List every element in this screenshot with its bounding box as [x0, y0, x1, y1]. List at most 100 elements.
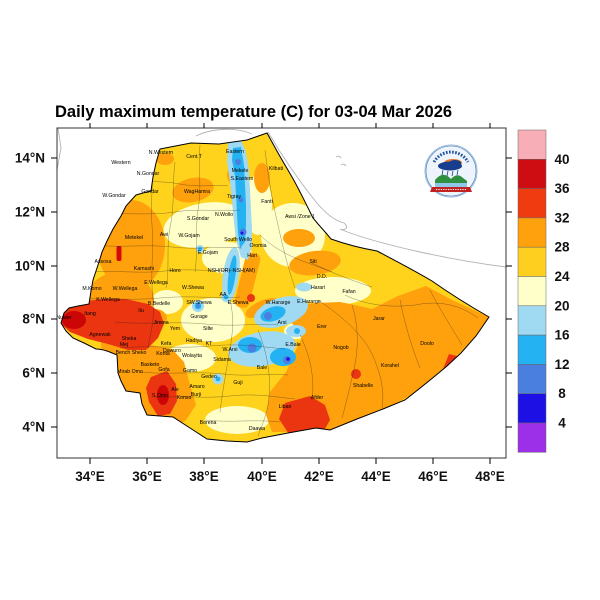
region-label: Oromia	[249, 243, 266, 249]
region-label: Fanti	[261, 199, 273, 205]
region-label: S.Gondar	[187, 216, 209, 222]
region-label: S.Eastern	[231, 176, 254, 182]
region-label: Silte	[203, 326, 213, 332]
x-axis-tick-label: 34°E	[75, 469, 104, 484]
region-label: Gofa	[158, 367, 169, 373]
region-label: B.Bedelle	[148, 301, 170, 307]
x-axis-tick-label: 46°E	[418, 469, 447, 484]
axes: 34°E 36°E 38°E 40°E 42°E 44°E 46°E 48°E 14°N 12°N…	[15, 123, 512, 484]
fill-36-40	[62, 246, 169, 405]
region-label: Dawuro	[163, 348, 181, 354]
region-label: E.Hararge	[297, 299, 321, 305]
region-label: Horo	[169, 268, 180, 274]
legend-value-label: 40	[554, 152, 569, 167]
region-label: Doolo	[420, 341, 434, 347]
region-label: Mej	[120, 342, 128, 348]
x-axis-tick-label: 48°E	[475, 469, 504, 484]
legend-value-label: 20	[554, 298, 569, 313]
logo-water-icon	[435, 183, 467, 187]
region-label: KT	[206, 341, 213, 347]
region-label: Cent.T	[186, 154, 202, 160]
region-label: E.Gojam	[198, 250, 218, 256]
legend-swatch	[517, 246, 547, 277]
region-label: K.Wellega	[96, 297, 120, 303]
region-label: Borena	[200, 420, 217, 426]
region-label: W.Hararge	[266, 300, 291, 306]
region-label: Gedeo	[201, 374, 217, 380]
region-label: Bench Sheko	[116, 350, 147, 356]
region-label: NSH(AM)	[233, 268, 255, 274]
legend-swatch	[517, 364, 547, 394]
region-label: W.Arsi	[223, 347, 238, 353]
region-label: Mekele	[232, 168, 249, 174]
region-label: Sheka	[122, 336, 137, 342]
legend-swatch	[517, 393, 547, 424]
meteorology-agency-logo-icon	[424, 144, 478, 198]
x-axis-tick-label: 36°E	[132, 469, 161, 484]
region-label: Gondar	[141, 189, 159, 195]
region-label: Agnewak	[89, 332, 111, 338]
region-label: Gurage	[190, 314, 207, 320]
region-label: Yem	[170, 326, 180, 332]
region-label: Awsi /Zone 1	[285, 214, 315, 220]
legend-swatch	[517, 159, 547, 189]
region-label: W.Gondar	[102, 193, 126, 199]
region-label: E.Bale	[285, 342, 300, 348]
region-label: M.Komo	[82, 286, 101, 292]
region-label: Arsi	[278, 320, 287, 326]
logo-mountains-icon	[435, 174, 467, 184]
x-axis-tick-label: 40°E	[247, 469, 276, 484]
color-scale-legend: 40 36 32 28 24 20 16 12 8 4	[517, 129, 570, 453]
region-label: S.Omo	[152, 393, 168, 399]
region-label: Kilbati	[269, 166, 283, 172]
region-label: Assosa	[94, 259, 111, 265]
region-label: D.D.	[317, 274, 327, 280]
region-label: Awi	[160, 232, 168, 238]
region-label: Daawa	[249, 426, 265, 432]
legend-swatch	[517, 422, 547, 453]
neighbor-borders	[56, 127, 507, 268]
y-axis-tick-label: 6°N	[22, 366, 45, 381]
region-label: Siti	[309, 259, 316, 265]
region-label: Burji	[191, 392, 201, 398]
region-label: Fafan	[342, 289, 355, 295]
legend-value-label: 28	[554, 240, 570, 255]
region-label: Itang	[84, 311, 96, 317]
legend-value-label: 4	[558, 416, 566, 431]
region-label: N.Western	[149, 150, 174, 156]
region-labels: Western N.Western Cent.T Eastern N.Gondar Mek…	[57, 149, 434, 432]
region-label: Guji	[233, 380, 242, 386]
region-label: AA	[220, 292, 227, 298]
map-frame	[56, 127, 507, 459]
region-label: W.Shewa	[182, 285, 204, 291]
region-label: Nuwer	[57, 315, 72, 321]
region-label: Mirab Omo	[117, 369, 143, 375]
region-label: Sidama	[213, 357, 231, 363]
region-label: Korahel	[381, 363, 399, 369]
y-axis-tick-label: 4°N	[22, 420, 45, 435]
region-label: South Wello	[224, 237, 252, 243]
legend-swatch	[517, 129, 547, 160]
legend-swatch	[517, 305, 547, 336]
region-label: NSH(OR)	[208, 268, 230, 274]
region-label: Konso	[177, 395, 192, 401]
region-label: Shabelle	[353, 383, 373, 389]
y-axis-tick-label: 8°N	[22, 312, 45, 327]
legend-swatch	[517, 276, 547, 307]
region-label: Kamashi	[134, 266, 154, 272]
region-label: E.Wellega	[144, 280, 168, 286]
legend-value-label: 12	[554, 357, 569, 372]
logo-arc-text	[432, 150, 470, 163]
region-label: Amaro	[189, 384, 204, 390]
region-label: Jarar	[373, 316, 385, 322]
region-label: Tigray	[227, 194, 242, 200]
legend-swatch	[517, 188, 547, 219]
x-axis-tick-label: 42°E	[304, 469, 333, 484]
region-label: Hari	[247, 253, 257, 259]
legend-value-label: 32	[554, 210, 569, 225]
region-label: E.Shewa	[228, 300, 249, 306]
page-title: Daily maximum temperature (C) for 03-04 …	[55, 103, 452, 121]
x-axis-tick-label: 38°E	[189, 469, 218, 484]
temperature-fill-layers	[61, 133, 489, 442]
region-label: Jimma	[153, 320, 168, 326]
